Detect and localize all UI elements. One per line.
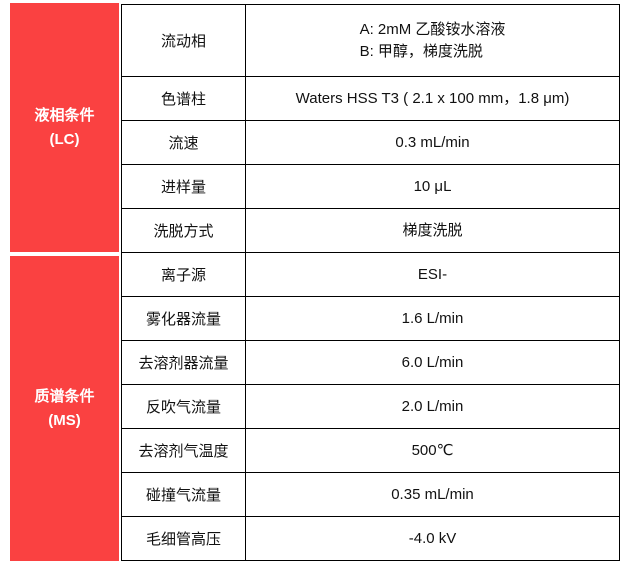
table-row: 反吹气流量 2.0 L/min [121,384,620,429]
table-row: 流速 0.3 mL/min [121,120,620,165]
value-line: 500℃ [411,441,454,459]
section-header-lc: 液相条件 (LC) [10,3,119,252]
param-value: 6.0 L/min [402,352,464,374]
table-row: 雾化器流量 1.6 L/min [121,296,620,341]
value-line: 0.3 mL/min [395,133,470,151]
value-line: Waters HSS T3 ( 2.1 x 100 mm，1.8 μm) [295,89,570,107]
param-label: 流速 [121,120,246,165]
table-row: 去溶剂器流量 6.0 L/min [121,340,620,385]
param-label: 毛细管高压 [121,516,246,561]
section-subtitle: (LC) [49,130,80,148]
section-header-ms: 质谱条件 (MS) [10,256,119,561]
conditions-table-body: 流动相 A: 2mM 乙酸铵水溶液 B: 甲醇，梯度洗脱 色谱柱 Waters H… [121,4,620,561]
table-row: 离子源 ESI- [121,252,620,297]
param-value: 梯度洗脱 [402,220,462,242]
param-value: Waters HSS T3 ( 2.1 x 100 mm，1.8 μm) [296,88,570,110]
param-label: 反吹气流量 [121,384,246,429]
value-line: -4.0 kV [408,529,457,547]
value-line: 梯度洗脱 [402,221,463,239]
table-row: 进样量 10 μL [121,164,620,209]
value-line: 1.6 L/min [401,309,464,327]
param-value: -4.0 kV [409,528,457,550]
table-row: 毛细管高压 -4.0 kV [121,516,620,561]
param-label: 色谱柱 [121,76,246,121]
value-line: 2.0 L/min [401,397,464,415]
param-value: 10 μL [414,176,452,198]
param-value: 0.35 mL/min [391,484,474,506]
conditions-table: 流动相 A: 2mM 乙酸铵水溶液 B: 甲醇，梯度洗脱 色谱柱 Waters H… [121,4,620,561]
section-title: 液相条件 [34,106,95,124]
value-line: ESI- [417,265,448,283]
table-row: 流动相 A: 2mM 乙酸铵水溶液 B: 甲醇，梯度洗脱 [121,4,620,77]
table-row: 去溶剂气温度 500℃ [121,428,620,473]
value-line: 0.35 mL/min [391,485,474,503]
value-line: 6.0 L/min [401,353,464,371]
param-value: A: 2mM 乙酸铵水溶液 B: 甲醇，梯度洗脱 [360,19,506,63]
param-value: 2.0 L/min [402,396,464,418]
param-value: 500℃ [412,440,454,462]
param-label: 流动相 [121,4,246,77]
param-label: 去溶剂器流量 [121,340,246,385]
param-value: 0.3 mL/min [395,132,469,154]
table-row: 色谱柱 Waters HSS T3 ( 2.1 x 100 mm，1.8 μm) [121,76,620,121]
section-subtitle: (MS) [48,411,81,429]
param-value: ESI- [418,264,447,286]
param-label: 进样量 [121,164,246,209]
table-row: 洗脱方式 梯度洗脱 [121,208,620,253]
section-title: 质谱条件 [34,387,95,405]
value-line: A: 2mM 乙酸铵水溶液 [359,20,506,38]
param-value: 1.6 L/min [402,308,464,330]
value-line: B: 甲醇，梯度洗脱 [359,42,483,60]
table-row: 碰撞气流量 0.35 mL/min [121,472,620,517]
param-label: 离子源 [121,252,246,297]
value-line: 10 μL [413,177,452,195]
param-label: 碰撞气流量 [121,472,246,517]
param-label: 去溶剂气温度 [121,428,246,473]
param-label: 洗脱方式 [121,208,246,253]
param-label: 雾化器流量 [121,296,246,341]
